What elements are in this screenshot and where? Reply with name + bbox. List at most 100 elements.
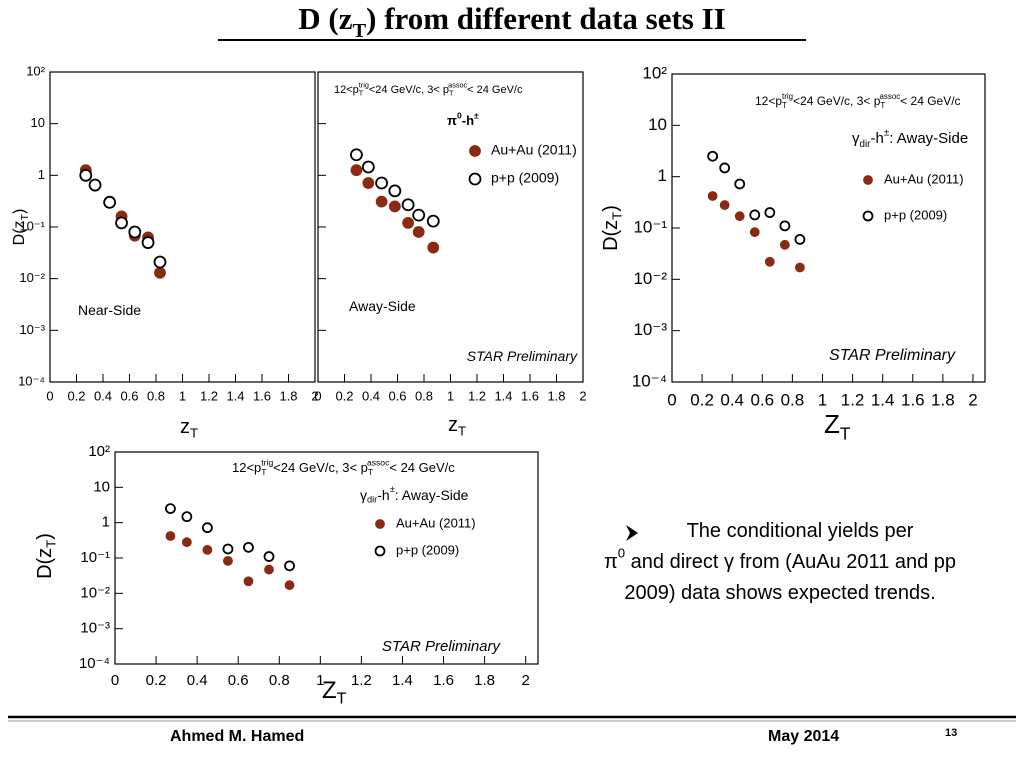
x-tick-label: 1.8: [931, 390, 955, 409]
bullet-text-part: The conditional yields per: [687, 520, 914, 542]
y-axis-label-part: T: [44, 540, 59, 548]
data-point: [284, 580, 295, 591]
annotation: 12<pTtrig<24 GeV/c, 3< pTassoc< 24 GeV/c: [755, 92, 961, 110]
annotation: π0-h±: [447, 111, 479, 129]
annotation-part: trig: [359, 80, 369, 89]
x-axis-label-part: T: [840, 423, 851, 443]
legend-marker: [863, 175, 873, 185]
bullet-text-part: 0: [618, 546, 625, 561]
x-tick-label: 0.6: [388, 388, 406, 403]
y-axis-label: D(zT): [34, 533, 59, 579]
y-tick-label: 10⁻²: [80, 584, 110, 601]
y-tick-label: 10⁻³: [19, 322, 45, 337]
annotation-part: < 24 GeV/c: [467, 84, 523, 96]
data-point: [202, 522, 213, 534]
slide-title: D (zT) from different data sets II: [298, 1, 725, 41]
data-point: [749, 209, 761, 221]
x-tick-label: 1: [316, 672, 324, 689]
annotation-part: <24 GeV/c, 3< p: [273, 460, 368, 475]
x-tick-label: 0.4: [94, 388, 112, 403]
x-tick-label: 0.4: [720, 390, 744, 409]
annotation-part: Near-Side: [78, 302, 141, 318]
x-tick-label: 1.2: [200, 388, 218, 403]
x-tick-label: 1.2: [841, 390, 865, 409]
x-axis-label: ZT: [322, 677, 347, 708]
x-tick-label: 0.8: [415, 388, 433, 403]
footer-author: Ahmed M. Hamed: [170, 728, 304, 745]
data-point: [350, 148, 363, 162]
annotation: 12<pTtrig<24 GeV/c, 3< pTassoc< 24 GeV/c: [334, 80, 523, 97]
legend-label: p+p (2009): [491, 170, 559, 186]
bullet-text-part: 2009) data shows expected trends.: [624, 582, 935, 604]
annotation-part: -h: [377, 487, 389, 503]
x-axis-label-part: z: [180, 416, 190, 438]
annotation-part: Away-Side: [349, 298, 416, 314]
x-tick-label: 0: [111, 672, 119, 689]
y-tick-label: 10⁻¹: [80, 549, 110, 566]
bullet-text-part: and direct: [625, 551, 724, 573]
annotation-part: <24 GeV/c, 3< p: [793, 94, 881, 108]
data-point: [243, 576, 254, 587]
x-tick-label: 1.4: [871, 390, 895, 409]
annotation-part: <24 GeV/c, 3< p: [369, 84, 449, 96]
data-point: [284, 560, 295, 572]
data-point: [362, 177, 375, 189]
x-tick-label: 1.2: [468, 388, 486, 403]
x-axis-label-part: T: [190, 426, 198, 441]
bullet-text: π0 and direct γ from (AuAu 2011 and pp: [604, 546, 956, 573]
annotation-part: T: [449, 88, 454, 97]
data-point: [181, 511, 193, 523]
x-axis-label: zT: [448, 414, 466, 439]
data-point: [401, 198, 415, 212]
data-point: [734, 211, 745, 222]
x-tick-label: 1.6: [901, 390, 925, 409]
data-point: [154, 266, 166, 279]
y-tick-label: 10⁻²: [633, 269, 667, 288]
slide-title-part: T: [352, 20, 366, 42]
data-point: [764, 207, 776, 218]
x-tick-label: 0.2: [67, 388, 85, 403]
legend-label: Au+Au (2011): [396, 515, 476, 530]
annotation-part: dir: [367, 495, 377, 505]
data-point: [388, 184, 402, 198]
y-axis-label-part: T: [19, 213, 31, 220]
bullet-text: 2009) data shows expected trends.: [624, 582, 935, 604]
data-point: [412, 226, 425, 238]
y-axis-label-part: D(z: [11, 220, 28, 245]
annotation-part: < 24 GeV/c: [389, 460, 455, 475]
y-axis-label-part: ): [11, 209, 28, 214]
y-tick-label: 1: [38, 167, 45, 182]
legend-marker: [469, 145, 481, 157]
x-tick-label: 2: [579, 388, 586, 403]
data-point: [165, 531, 176, 541]
annotation-part: 12<p: [755, 94, 782, 108]
data-point: [263, 551, 275, 562]
annotation-part: T: [359, 88, 364, 97]
data-point: [764, 256, 775, 267]
bullet-text: The conditional yields per: [687, 520, 914, 542]
data-point: [361, 160, 375, 174]
x-tick-label: 0.8: [269, 672, 290, 689]
y-tick-label: 10⁻³: [633, 320, 667, 339]
annotation-part: trig: [261, 458, 273, 468]
annotation: Away-Side: [349, 298, 416, 314]
x-tick-label: 1: [447, 388, 454, 403]
annotation-part: ±: [390, 485, 395, 495]
data-point: [794, 233, 806, 245]
data-point: [88, 178, 102, 192]
data-point: [115, 216, 128, 230]
data-point: [103, 195, 117, 209]
annotation-part: STAR Preliminary: [829, 347, 956, 364]
y-tick-label: 1: [658, 166, 667, 185]
x-tick-label: 1.6: [253, 388, 271, 403]
annotation-part: trig: [782, 92, 793, 101]
x-tick-label: 1.4: [392, 672, 413, 689]
x-tick-label: 0.6: [120, 388, 138, 403]
x-tick-label: 0.2: [146, 672, 167, 689]
x-tick-label: 1.6: [433, 672, 454, 689]
y-axis-label: D(zT): [600, 205, 625, 251]
footer-page: 13: [945, 727, 957, 739]
data-point: [153, 255, 167, 269]
x-tick-label: 2: [311, 388, 318, 403]
